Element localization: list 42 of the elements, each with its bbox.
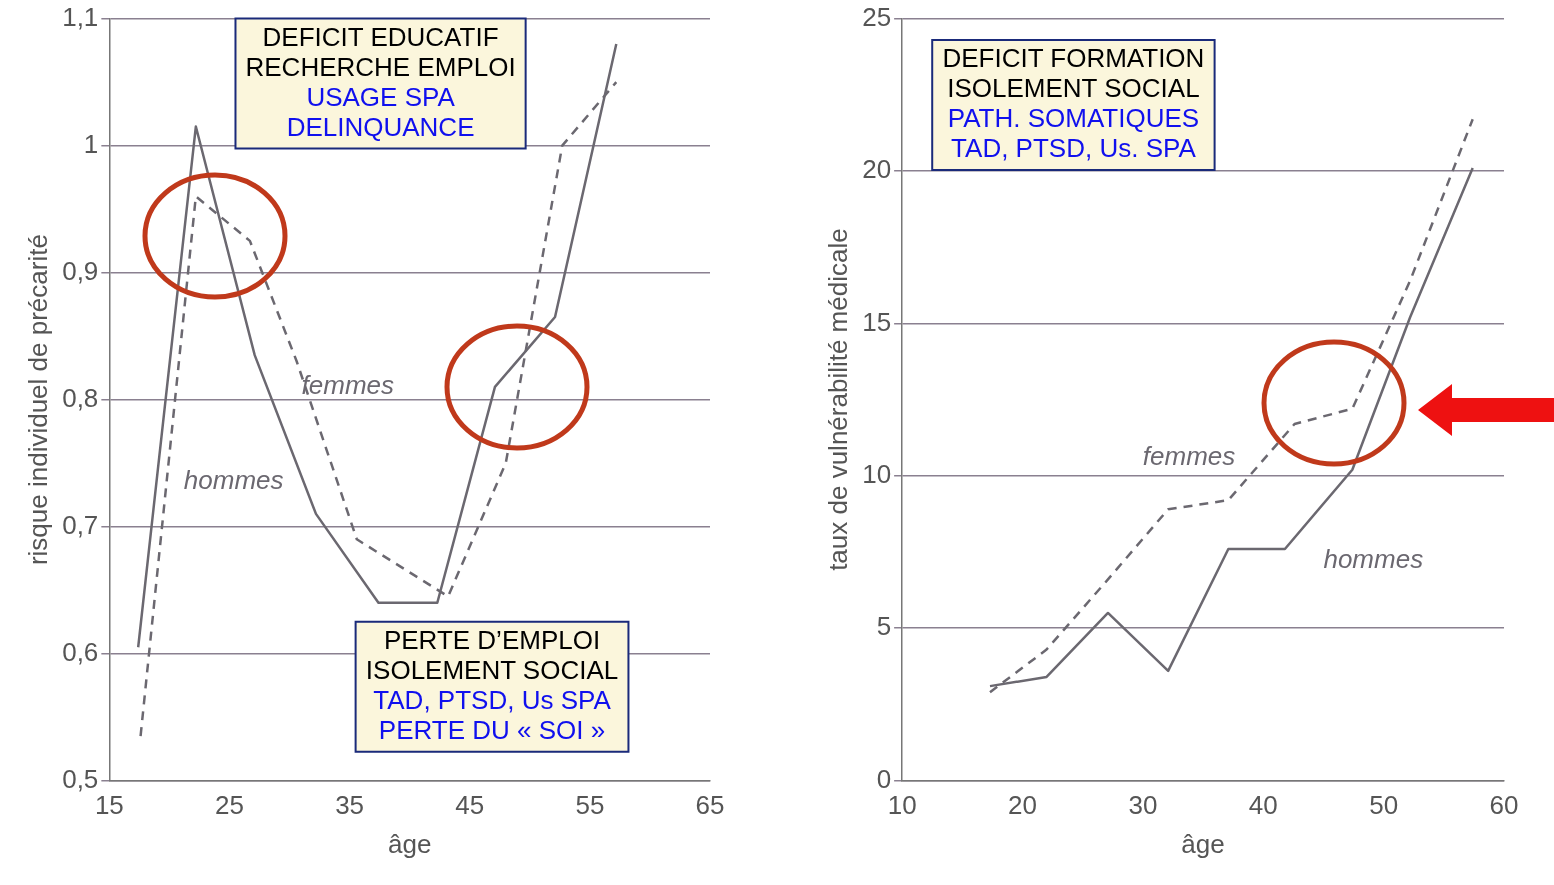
series-label: hommes (183, 465, 284, 496)
annotation: USAGE SPA (306, 81, 456, 112)
x-tick-label: 65 (695, 790, 725, 821)
annotation: DEFICIT FORMATION (942, 43, 1205, 74)
y-tick-label: 15 (862, 306, 892, 337)
annotation: PATH. SOMATIQUES (947, 103, 1200, 134)
y-axis-title: taux de vulnérabilité médicale (822, 228, 853, 571)
annotation: DELINQUANCE (286, 111, 475, 142)
y-tick-label: 0,6 (62, 636, 99, 667)
x-tick-label: 55 (575, 790, 605, 821)
y-tick-label: 0 (876, 763, 892, 794)
y-tick-label: 10 (862, 458, 892, 489)
x-axis-title: âge (387, 828, 432, 859)
series-label: femmes (301, 370, 395, 401)
x-tick-label: 35 (335, 790, 365, 821)
x-tick-label: 30 (1128, 790, 1158, 821)
x-tick-label: 40 (1248, 790, 1278, 821)
y-tick-label: 1 (83, 128, 99, 159)
y-axis-title: risque individuel de précarité (22, 234, 53, 566)
y-tick-label: 0,8 (62, 382, 99, 413)
annotation: ISOLEMENT SOCIAL (947, 73, 1200, 104)
y-tick-label: 0,7 (62, 509, 99, 540)
annotation: TAD, PTSD, Us. SPA (951, 133, 1197, 164)
y-tick-label: 5 (876, 611, 892, 642)
annotation: ISOLEMENT SOCIAL (365, 655, 619, 686)
x-tick-label: 25 (215, 790, 244, 821)
x-tick-label: 60 (1489, 790, 1519, 821)
annotation: PERTE D’EMPLOI (383, 625, 601, 656)
y-tick-label: 0,9 (62, 255, 99, 286)
annotation: DEFICIT EDUCATIF (262, 21, 499, 52)
x-tick-label: 50 (1369, 790, 1399, 821)
y-tick-label: 20 (862, 154, 892, 185)
x-axis-title: âge (1181, 828, 1225, 859)
y-tick-label: 25 (862, 1, 892, 32)
series-label: femmes (1142, 440, 1236, 471)
annotation: PERTE DU « SOI » (378, 715, 606, 746)
series-label: hommes (1323, 544, 1424, 575)
x-tick-label: 20 (1008, 790, 1037, 821)
x-tick-label: 45 (455, 790, 485, 821)
annotation: TAD, PTSD, Us SPA (373, 685, 612, 716)
y-tick-label: 1,1 (62, 1, 99, 32)
annotation: RECHERCHE EMPLOI (245, 51, 516, 82)
